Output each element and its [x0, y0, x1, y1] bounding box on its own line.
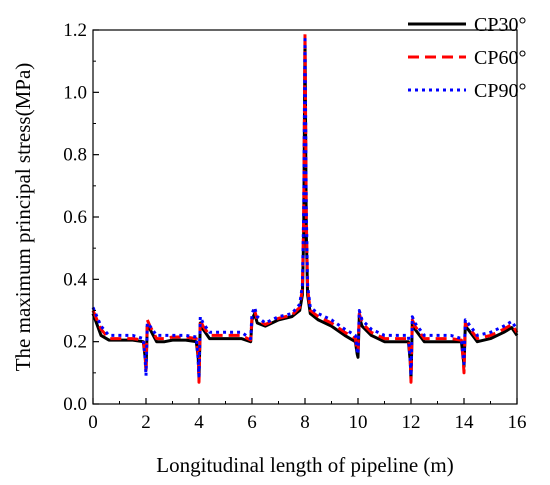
- x-tick-label: 6: [247, 412, 257, 433]
- y-tick-label: 0.6: [63, 207, 87, 228]
- y-tick-label: 0.4: [63, 269, 87, 290]
- series-line-3: [91, 34, 519, 378]
- x-tick-label: 8: [300, 412, 310, 433]
- y-tick-label: 0.8: [63, 145, 87, 166]
- x-tick-label: 4: [194, 412, 204, 433]
- y-tick-label: 0.0: [63, 394, 87, 415]
- ticks-layer: 0 2 4 6 8 10 12 14 16 0.0 0.2 0.4 0.6 0.8 1.0 1.2: [63, 20, 526, 433]
- series-line-1: [91, 37, 519, 381]
- x-tick-label: 10: [349, 412, 368, 433]
- y-axis-title: The maximum principal stress(MPa): [11, 63, 35, 372]
- legend: CP30° CP60° CP90°: [408, 14, 526, 102]
- legend-label-1: CP30°: [474, 14, 526, 36]
- x-tick-label: 16: [508, 412, 527, 433]
- legend-label-2: CP60°: [474, 47, 526, 69]
- y-tick-label: 0.2: [63, 332, 87, 353]
- y-tick-label: 1.2: [63, 20, 87, 41]
- x-axis-title: Longitudinal length of pipeline (m): [156, 453, 453, 477]
- x-tick-label: 0: [88, 412, 98, 433]
- x-tick-label: 2: [141, 412, 151, 433]
- x-tick-label: 14: [455, 412, 475, 433]
- series-layer: [91, 31, 519, 384]
- y-tick-label: 1.0: [63, 82, 87, 103]
- x-tick-label: 12: [402, 412, 421, 433]
- legend-label-3: CP90°: [474, 80, 526, 102]
